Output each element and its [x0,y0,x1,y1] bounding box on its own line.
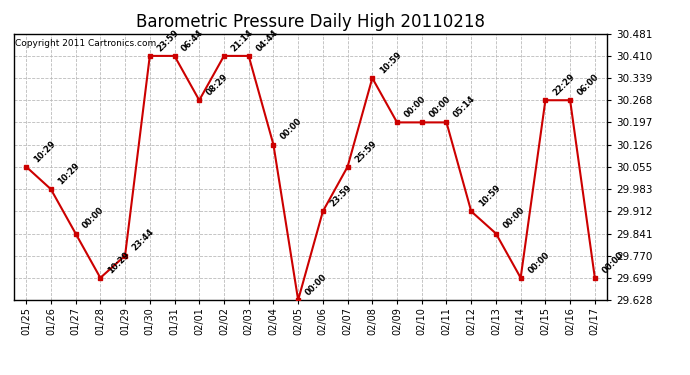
Text: 06:44: 06:44 [180,28,206,53]
Text: 05:14: 05:14 [452,94,477,120]
Text: 22:29: 22:29 [551,72,576,98]
Text: 10:29: 10:29 [32,139,57,164]
Text: 06:00: 06:00 [575,72,601,98]
Text: 00:00: 00:00 [502,206,526,231]
Text: 23:59: 23:59 [155,28,181,53]
Text: 23:59: 23:59 [328,183,353,209]
Text: 23:44: 23:44 [130,228,156,253]
Text: 00:00: 00:00 [81,206,106,231]
Text: 10:59: 10:59 [477,183,502,209]
Text: 08:29: 08:29 [205,72,230,98]
Text: 00:00: 00:00 [304,272,328,297]
Title: Barometric Pressure Daily High 20110218: Barometric Pressure Daily High 20110218 [136,13,485,31]
Text: 10:29: 10:29 [106,250,131,275]
Text: 00:00: 00:00 [427,94,453,120]
Text: 10:59: 10:59 [378,50,403,75]
Text: 10:29: 10:29 [57,161,81,186]
Text: 00:00: 00:00 [526,250,551,275]
Text: 00:00: 00:00 [600,250,625,275]
Text: 00:00: 00:00 [279,117,304,142]
Text: 04:44: 04:44 [254,28,279,53]
Text: Copyright 2011 Cartronics.com: Copyright 2011 Cartronics.com [15,39,156,48]
Text: 00:00: 00:00 [402,94,428,120]
Text: 21:14: 21:14 [230,28,255,53]
Text: 25:59: 25:59 [353,139,378,164]
